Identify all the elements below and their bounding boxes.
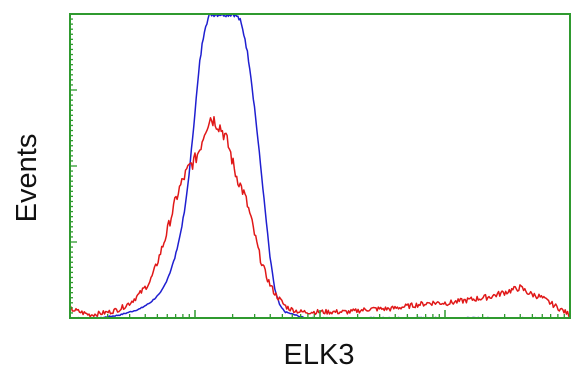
axes-frame [69, 13, 571, 319]
series-line-red [69, 115, 570, 318]
plot-frame [69, 13, 571, 319]
x-axis-label: ELK3 [284, 339, 355, 371]
plot-area [69, 13, 571, 319]
y-axis-label: Events [11, 134, 43, 223]
series-line-blue [69, 13, 571, 319]
